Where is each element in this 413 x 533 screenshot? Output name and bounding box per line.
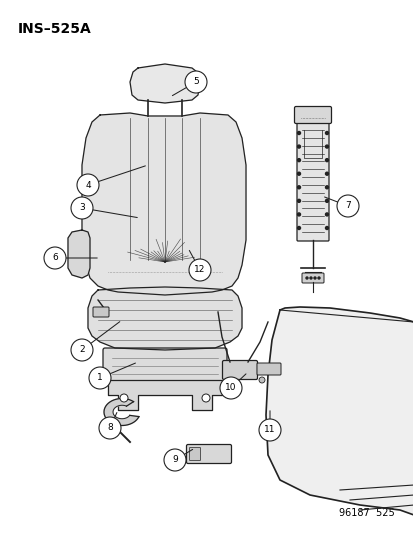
Polygon shape: [108, 380, 221, 410]
Circle shape: [259, 419, 280, 441]
FancyBboxPatch shape: [93, 307, 109, 317]
Text: 4: 4: [85, 181, 90, 190]
Circle shape: [164, 449, 185, 471]
Circle shape: [259, 377, 264, 383]
Circle shape: [325, 213, 328, 216]
Circle shape: [325, 199, 328, 203]
FancyBboxPatch shape: [256, 363, 280, 375]
Circle shape: [297, 172, 300, 175]
Polygon shape: [266, 307, 413, 515]
FancyBboxPatch shape: [189, 448, 200, 461]
Text: 8: 8: [107, 424, 113, 432]
Circle shape: [297, 186, 300, 189]
Circle shape: [336, 195, 358, 217]
Circle shape: [305, 277, 307, 279]
Circle shape: [325, 132, 328, 134]
Text: 3: 3: [79, 204, 85, 213]
FancyBboxPatch shape: [296, 121, 328, 241]
Text: 7: 7: [344, 201, 350, 211]
Polygon shape: [68, 230, 90, 278]
FancyBboxPatch shape: [301, 273, 323, 283]
Polygon shape: [130, 64, 199, 103]
Circle shape: [313, 277, 315, 279]
Text: 11: 11: [263, 425, 275, 434]
FancyBboxPatch shape: [103, 348, 226, 382]
Text: 5: 5: [192, 77, 198, 86]
Circle shape: [309, 277, 311, 279]
Circle shape: [325, 172, 328, 175]
Circle shape: [325, 227, 328, 230]
FancyBboxPatch shape: [222, 360, 257, 379]
Polygon shape: [82, 113, 245, 295]
Circle shape: [325, 159, 328, 161]
Circle shape: [189, 259, 211, 281]
Circle shape: [44, 247, 66, 269]
Circle shape: [89, 367, 111, 389]
Text: 6: 6: [52, 254, 58, 262]
Circle shape: [71, 339, 93, 361]
Circle shape: [185, 71, 206, 93]
Circle shape: [325, 145, 328, 148]
Circle shape: [77, 174, 99, 196]
Circle shape: [317, 277, 319, 279]
Circle shape: [297, 227, 300, 230]
FancyBboxPatch shape: [294, 107, 331, 124]
Circle shape: [297, 159, 300, 161]
Circle shape: [297, 145, 300, 148]
Circle shape: [219, 377, 242, 399]
Circle shape: [325, 186, 328, 189]
Circle shape: [297, 199, 300, 203]
Circle shape: [297, 132, 300, 134]
FancyBboxPatch shape: [186, 445, 231, 464]
Text: 1: 1: [97, 374, 102, 383]
Circle shape: [99, 417, 121, 439]
Text: 2: 2: [79, 345, 85, 354]
Text: 12: 12: [194, 265, 205, 274]
Circle shape: [202, 394, 209, 402]
Text: 96187  525: 96187 525: [338, 508, 394, 518]
Circle shape: [71, 197, 93, 219]
Circle shape: [297, 213, 300, 216]
Polygon shape: [104, 399, 139, 425]
Circle shape: [120, 394, 128, 402]
Text: 10: 10: [225, 384, 236, 392]
Text: INS–525A: INS–525A: [18, 22, 92, 36]
Text: 9: 9: [172, 456, 178, 464]
Polygon shape: [88, 287, 242, 350]
